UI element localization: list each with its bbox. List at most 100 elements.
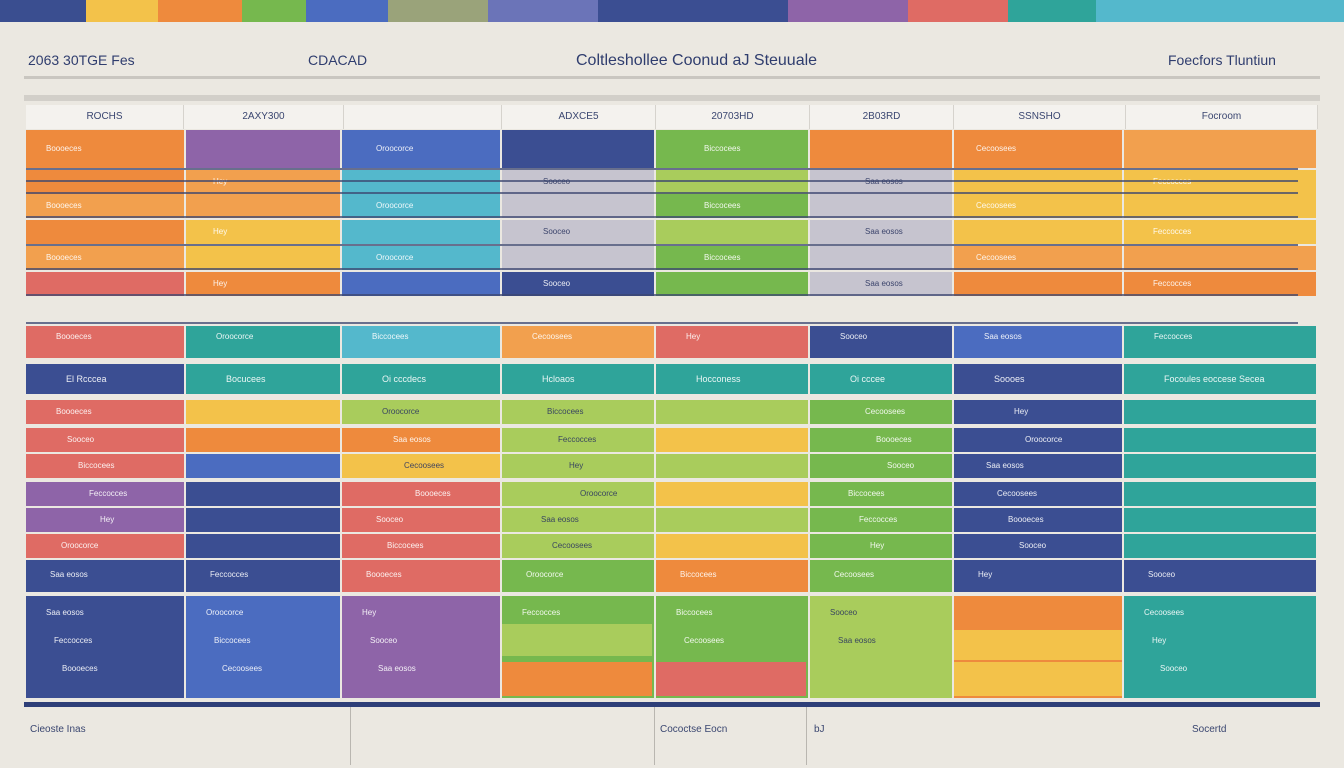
schedule-cell[interactable] (656, 170, 808, 194)
schedule-cell[interactable]: Hey (186, 220, 340, 244)
schedule-cell[interactable]: Oroocorce (502, 560, 654, 592)
schedule-cell[interactable]: Oroocorce (342, 194, 500, 218)
schedule-cell[interactable]: Hey (810, 534, 952, 558)
schedule-cell[interactable] (1124, 534, 1316, 558)
schedule-cell[interactable]: Cecoosees (502, 326, 654, 358)
schedule-cell[interactable] (502, 246, 654, 270)
column-header[interactable]: 20703HD (656, 105, 810, 129)
schedule-cell[interactable] (186, 246, 340, 270)
schedule-cell[interactable] (954, 596, 1122, 628)
schedule-cell[interactable] (656, 662, 806, 696)
schedule-cell[interactable]: Saa eosos (342, 428, 500, 452)
schedule-cell[interactable] (502, 130, 654, 168)
schedule-cell[interactable]: Feccocces (502, 428, 654, 452)
schedule-cell[interactable] (186, 534, 340, 558)
schedule-cell[interactable]: Boooeces (26, 246, 184, 270)
schedule-cell[interactable] (656, 220, 808, 244)
schedule-cell[interactable]: Cecoosees (810, 400, 952, 424)
schedule-cell[interactable]: Sooceo (342, 508, 500, 532)
schedule-cell[interactable]: Cecoosees (502, 534, 654, 558)
schedule-cell[interactable] (810, 130, 952, 168)
column-header[interactable]: 2AXY300 (184, 105, 344, 129)
schedule-cell[interactable]: Oroocorce Biccocees Cecoosees (186, 596, 340, 698)
schedule-cell[interactable]: Cecoosees Hey Sooceo (1124, 596, 1316, 698)
schedule-cell[interactable]: Saa eosos (810, 220, 952, 244)
schedule-cell[interactable]: Boooeces (342, 560, 500, 592)
schedule-cell[interactable]: Sooceo (954, 534, 1122, 558)
schedule-cell[interactable]: Feccocces (1124, 272, 1316, 296)
schedule-cell[interactable]: Boooeces (954, 508, 1122, 532)
schedule-cell[interactable]: Sooceo (502, 220, 654, 244)
schedule-cell[interactable]: Hey (186, 272, 340, 296)
schedule-cell[interactable] (342, 272, 500, 296)
schedule-cell[interactable]: Biccocees (502, 400, 654, 424)
schedule-cell[interactable]: Hey (954, 400, 1122, 424)
schedule-cell[interactable]: El Rcccea (26, 364, 184, 394)
schedule-cell[interactable]: Saa eosos (810, 272, 952, 296)
column-header[interactable] (344, 105, 502, 129)
schedule-cell[interactable] (502, 624, 652, 656)
schedule-cell[interactable]: Hey Sooceo Saa eosos (342, 596, 500, 698)
schedule-cell[interactable]: Biccocees (656, 130, 808, 168)
schedule-cell[interactable] (186, 482, 340, 506)
schedule-cell[interactable]: Cecoosees (810, 560, 952, 592)
schedule-cell[interactable]: Focoules eoccese Secea (1124, 364, 1316, 394)
schedule-cell[interactable] (186, 454, 340, 478)
schedule-cell[interactable] (656, 482, 808, 506)
schedule-cell[interactable] (954, 630, 1122, 660)
schedule-cell[interactable]: Biccocees (656, 246, 808, 270)
schedule-cell[interactable] (502, 194, 654, 218)
schedule-cell[interactable]: Oroocorce (342, 130, 500, 168)
schedule-cell[interactable] (1124, 400, 1316, 424)
schedule-cell[interactable] (26, 170, 184, 194)
schedule-cell[interactable]: Boooeces (810, 428, 952, 452)
schedule-cell[interactable]: Hey (954, 560, 1122, 592)
schedule-cell[interactable] (1124, 130, 1316, 168)
schedule-cell[interactable]: Hey (186, 170, 340, 194)
schedule-cell[interactable]: Biccocees (810, 482, 952, 506)
schedule-cell[interactable]: Hcloaos (502, 364, 654, 394)
schedule-cell[interactable] (502, 662, 652, 696)
schedule-cell[interactable]: Saa eosos (954, 326, 1122, 358)
schedule-cell[interactable]: Soooes (954, 364, 1122, 394)
schedule-cell[interactable]: Biccocees (26, 454, 184, 478)
schedule-cell[interactable] (954, 662, 1122, 696)
schedule-cell[interactable]: Oroocorce (954, 428, 1122, 452)
schedule-cell[interactable] (186, 428, 340, 452)
schedule-cell[interactable]: Biccocees (342, 534, 500, 558)
schedule-cell[interactable] (26, 220, 184, 244)
schedule-cell[interactable] (186, 194, 340, 218)
schedule-cell[interactable] (342, 220, 500, 244)
column-header[interactable]: ADXCE5 (502, 105, 656, 129)
schedule-cell[interactable] (186, 400, 340, 424)
schedule-cell[interactable]: Saa eosos (810, 170, 952, 194)
schedule-cell[interactable]: Sooceo (502, 170, 654, 194)
schedule-cell[interactable] (656, 428, 808, 452)
schedule-cell[interactable]: Cecoosees (954, 246, 1122, 270)
schedule-cell[interactable]: Oroocorce (186, 326, 340, 358)
column-header[interactable]: ROCHS (26, 105, 184, 129)
schedule-cell[interactable]: Bocucees (186, 364, 340, 394)
column-header[interactable]: Focroom (1126, 105, 1318, 129)
schedule-cell[interactable]: Hey (656, 326, 808, 358)
schedule-cell[interactable]: Oi cccee (810, 364, 952, 394)
schedule-cell[interactable]: Feccocces (26, 482, 184, 506)
schedule-cell[interactable]: Saa eosos (954, 454, 1122, 478)
schedule-cell[interactable]: Cecoosees (954, 482, 1122, 506)
schedule-cell[interactable]: Cecoosees (954, 130, 1122, 168)
schedule-cell[interactable]: Saa eosos (502, 508, 654, 532)
schedule-cell[interactable]: Biccocees (656, 194, 808, 218)
schedule-cell[interactable]: Feccocces (810, 508, 952, 532)
schedule-cell[interactable]: Boooeces (26, 130, 184, 168)
schedule-cell[interactable]: Saa eosos (26, 560, 184, 592)
schedule-cell[interactable] (656, 534, 808, 558)
column-header[interactable]: SSNSHO (954, 105, 1126, 129)
schedule-cell[interactable]: Sooceo (810, 326, 952, 358)
schedule-cell[interactable] (1124, 508, 1316, 532)
schedule-cell[interactable]: Biccocees (656, 560, 808, 592)
schedule-cell[interactable]: Sooceo (26, 428, 184, 452)
schedule-cell[interactable]: Cecoosees (954, 194, 1122, 218)
schedule-cell[interactable]: Feccocces (1124, 170, 1316, 194)
schedule-cell[interactable]: Oroocorce (502, 482, 654, 506)
schedule-cell[interactable] (186, 130, 340, 168)
